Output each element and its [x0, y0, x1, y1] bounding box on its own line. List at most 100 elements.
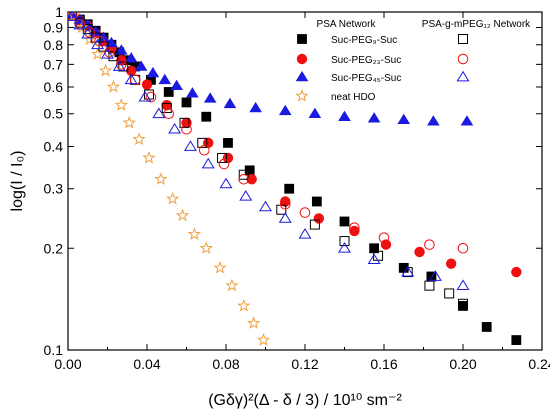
data-point [68, 12, 79, 21]
data-point [213, 260, 227, 274]
data-point [170, 79, 183, 91]
data-point [424, 239, 435, 250]
data-point [367, 253, 381, 265]
y-tick-label: 0.8 [44, 37, 64, 53]
data-point [104, 46, 115, 58]
data-point [378, 232, 390, 243]
data-point [129, 74, 141, 86]
data-point [217, 152, 228, 163]
data-point [369, 243, 380, 254]
data-point [278, 104, 292, 116]
data-point [94, 35, 105, 47]
data-point [223, 97, 237, 109]
series-2 [68, 12, 474, 126]
data-point [339, 236, 350, 247]
data-point [299, 207, 311, 218]
data-point [239, 190, 253, 201]
data-point [166, 191, 180, 205]
data-point [114, 98, 128, 111]
y-tick-label: 0.7 [44, 56, 64, 72]
data-point [124, 52, 138, 63]
legend-header-psa: PSA Network [317, 19, 377, 30]
y-axis: 0.1 0.2 0.3 0.4 0.5 0.6 0.7 0.8 0.91 [44, 4, 542, 358]
data-point [198, 144, 210, 156]
data-point [163, 87, 174, 97]
data-point [338, 110, 351, 121]
data-point [163, 108, 175, 120]
data-point [106, 79, 121, 93]
data-point [238, 173, 250, 185]
y-tick-label: 0.6 [44, 79, 64, 95]
data-point [90, 47, 105, 60]
data-point [456, 279, 470, 291]
y-tick-label: 0.9 [44, 19, 64, 35]
legend-marker [295, 88, 309, 102]
data-point [280, 196, 291, 207]
data-point [380, 239, 392, 250]
data-point [122, 115, 136, 129]
data-point [75, 20, 89, 34]
x-tick-label: 0.16 [370, 356, 397, 372]
data-point [460, 115, 474, 126]
data-point [199, 241, 213, 254]
x-tick-label: 0.20 [449, 356, 476, 372]
data-point [223, 137, 233, 148]
x-tick-label: 0.00 [54, 356, 81, 372]
data-point [91, 38, 105, 50]
data-point [278, 212, 292, 223]
data-point [73, 18, 87, 30]
data-point [311, 196, 322, 207]
data-point [132, 132, 146, 146]
data-point [401, 265, 415, 277]
legend-marker [296, 53, 308, 65]
data-point [175, 208, 190, 222]
legend-marker [297, 34, 307, 44]
legend-label: Suc-PEG₉-Suc [331, 35, 397, 46]
data-points [68, 12, 522, 346]
data-point [481, 322, 492, 332]
y-tick-label: 0.5 [44, 106, 64, 122]
data-point [158, 73, 172, 85]
legend: PSA Network PSA-g-mPEG₁₂ Network Suc-PEG₉-… [295, 19, 531, 103]
data-point [338, 241, 351, 253]
data-point [84, 27, 96, 38]
data-point [256, 333, 271, 346]
series-1 [68, 12, 522, 278]
data-point [116, 59, 127, 70]
series-6 [68, 12, 470, 291]
data-point [152, 107, 166, 119]
data-point [108, 51, 119, 62]
y-tick-label: 0.1 [44, 342, 64, 358]
data-point [238, 169, 249, 180]
data-point [222, 152, 234, 164]
data-point [219, 177, 233, 189]
data-point [186, 87, 199, 98]
data-point [138, 90, 152, 102]
data-point [112, 60, 126, 71]
data-point [218, 158, 230, 170]
legend-marker [456, 70, 470, 82]
data-point [276, 204, 287, 215]
y-axis-label: log(I / I₀) [9, 151, 26, 212]
data-point [161, 102, 172, 113]
data-point [457, 242, 469, 254]
data-point [309, 219, 320, 230]
data-point [397, 113, 411, 124]
data-point [118, 61, 129, 72]
data-point [259, 200, 272, 212]
data-point [458, 301, 468, 311]
data-point [203, 137, 214, 149]
data-point [511, 266, 522, 278]
data-point [183, 140, 197, 151]
x-tick-label: 0.08 [212, 356, 239, 372]
legend-marker [458, 34, 468, 44]
data-point [308, 107, 322, 118]
data-point [105, 36, 118, 48]
data-point [367, 112, 381, 123]
data-point [237, 298, 251, 312]
data-point [428, 270, 442, 281]
x-tick-label: 0.24 [528, 356, 550, 372]
data-point [445, 258, 457, 269]
x-tick-label: 0.04 [133, 356, 160, 372]
data-point [284, 183, 295, 194]
